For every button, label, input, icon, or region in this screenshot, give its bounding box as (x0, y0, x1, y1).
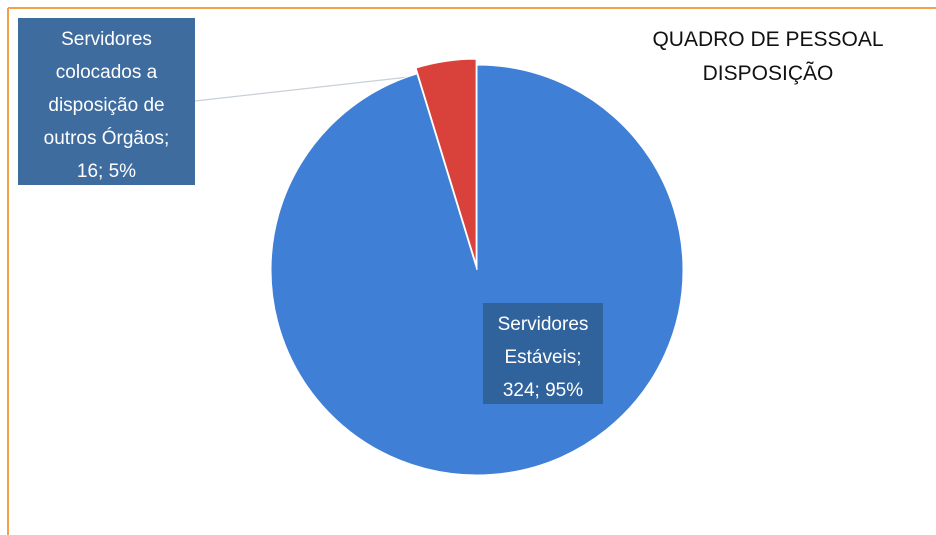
value-label: 324; 95% (503, 380, 583, 401)
leader-line (194, 75, 419, 102)
pie-slice (270, 64, 684, 476)
category-label: Servidores colocados a disposição de outros… (44, 29, 170, 149)
data-label-box (483, 303, 603, 404)
data-label: Servidores colocados a disposição de outros… (44, 29, 170, 182)
chart-title: QUADRO DE PESSOAL (652, 28, 883, 51)
data-label: Servidores Estáveis; 324; 95% (498, 314, 589, 401)
pie-slice (415, 58, 477, 265)
chart-title: DISPOSIÇÃO (703, 61, 834, 85)
category-label: Servidores Estáveis; (498, 314, 589, 368)
data-label-box (18, 18, 195, 185)
value-label: 16; 5% (77, 161, 136, 182)
